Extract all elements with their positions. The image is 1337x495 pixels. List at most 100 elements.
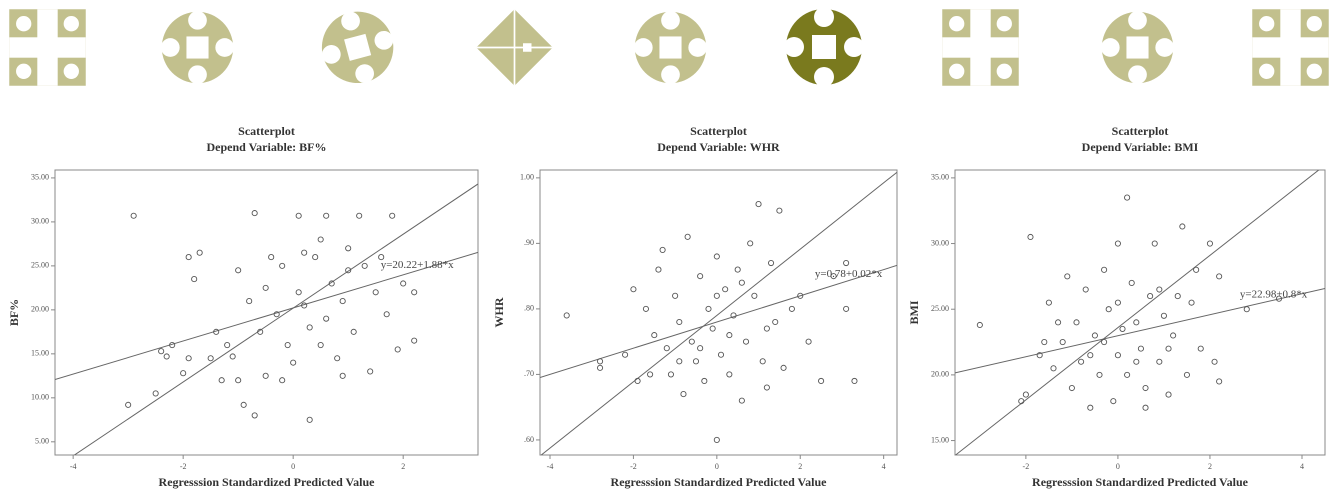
point xyxy=(335,356,340,361)
plot-frame xyxy=(55,170,478,455)
point xyxy=(247,298,252,303)
y-tick-label: 1.00 xyxy=(520,173,534,182)
x-tick-label: 2 xyxy=(1208,462,1212,471)
y-tick-label: 20.00 xyxy=(931,370,949,379)
point xyxy=(1028,234,1033,239)
point xyxy=(346,246,351,251)
x-tick-label: -2 xyxy=(630,462,637,471)
point xyxy=(1138,346,1143,351)
point xyxy=(773,319,778,324)
x-tick-label: -4 xyxy=(547,462,554,471)
x-tick-label: -2 xyxy=(180,462,187,471)
point xyxy=(164,354,169,359)
point xyxy=(977,322,982,327)
point xyxy=(1060,339,1065,344)
point xyxy=(781,365,786,370)
point xyxy=(230,354,235,359)
y-tick-label: .70 xyxy=(524,369,534,378)
point xyxy=(1180,224,1185,229)
point xyxy=(648,372,653,377)
point xyxy=(340,373,345,378)
point xyxy=(302,250,307,255)
point xyxy=(236,268,241,273)
point xyxy=(656,267,661,272)
x-axis-title: Regresssion Standardized Predicted Value xyxy=(1032,475,1249,489)
point xyxy=(1046,300,1051,305)
point xyxy=(1102,339,1107,344)
y-tick-label: 25.00 xyxy=(931,304,949,313)
x-tick-label: 0 xyxy=(291,462,295,471)
point xyxy=(1051,366,1056,371)
point xyxy=(631,287,636,292)
point xyxy=(263,373,268,378)
point xyxy=(693,359,698,364)
point xyxy=(236,378,241,383)
point xyxy=(1194,267,1199,272)
point xyxy=(706,306,711,311)
point xyxy=(1175,293,1180,298)
point xyxy=(1207,241,1212,246)
point xyxy=(1184,372,1189,377)
fit-line xyxy=(955,288,1325,372)
fit-line xyxy=(540,265,897,377)
point xyxy=(1042,339,1047,344)
point xyxy=(1171,333,1176,338)
point xyxy=(685,234,690,239)
point xyxy=(1102,267,1107,272)
point xyxy=(760,359,765,364)
point xyxy=(1217,274,1222,279)
point xyxy=(748,241,753,246)
point xyxy=(1143,385,1148,390)
x-tick-label: 4 xyxy=(1300,462,1304,471)
y-tick-label: 10.00 xyxy=(31,393,49,402)
point xyxy=(597,359,602,364)
point xyxy=(1198,346,1203,351)
point xyxy=(153,391,158,396)
point xyxy=(718,352,723,357)
y-axis-title: BF% xyxy=(7,299,21,326)
point xyxy=(1092,333,1097,338)
point xyxy=(1088,405,1093,410)
point xyxy=(373,290,378,295)
y-tick-label: 25.00 xyxy=(31,261,49,270)
point xyxy=(1157,287,1162,292)
point xyxy=(1023,392,1028,397)
point xyxy=(159,349,164,354)
point xyxy=(852,378,857,383)
point xyxy=(727,333,732,338)
x-tick-label: 2 xyxy=(798,462,802,471)
x-tick-label: 2 xyxy=(401,462,405,471)
point xyxy=(673,293,678,298)
point xyxy=(395,347,400,352)
point xyxy=(752,293,757,298)
scatter-panel: ScatterplotDepend Variable: WHRRegresssi… xyxy=(492,124,897,489)
y-tick-label: 5.00 xyxy=(35,437,49,446)
point xyxy=(186,254,191,259)
y-tick-label: 35.00 xyxy=(31,173,49,182)
point xyxy=(1134,320,1139,325)
point xyxy=(1074,320,1079,325)
y-tick-label: .60 xyxy=(524,435,534,444)
point xyxy=(764,385,769,390)
figure: ScatterplotDepend Variable: BF%Regresssi… xyxy=(0,0,1337,495)
point xyxy=(677,319,682,324)
point xyxy=(340,298,345,303)
x-tick-label: 0 xyxy=(1116,462,1120,471)
decorative-icons xyxy=(9,3,1329,93)
y-tick-label: 20.00 xyxy=(31,305,49,314)
point xyxy=(597,365,602,370)
fit-equation: y=22.98+0.8*x xyxy=(1240,288,1308,300)
point xyxy=(280,378,285,383)
point xyxy=(181,371,186,376)
point xyxy=(318,237,323,242)
regression-lines xyxy=(540,172,897,456)
point xyxy=(412,290,417,295)
point xyxy=(714,293,719,298)
point xyxy=(764,326,769,331)
point xyxy=(1097,372,1102,377)
point xyxy=(844,260,849,265)
point xyxy=(789,306,794,311)
x-tick-label: -4 xyxy=(70,462,77,471)
chart-title: Scatterplot xyxy=(1112,124,1169,138)
point xyxy=(252,413,257,418)
